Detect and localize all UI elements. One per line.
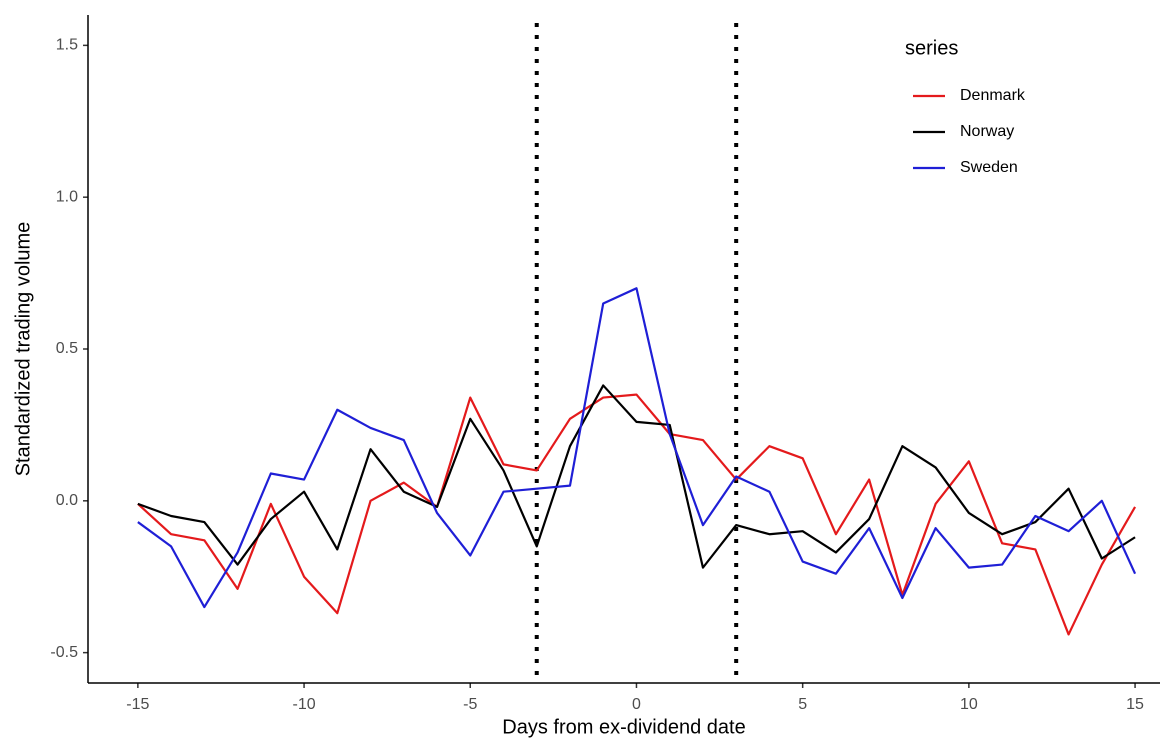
x-tick-label: 5 [798,696,807,713]
y-tick-label: 0.5 [56,340,78,357]
y-tick-label: 1.5 [56,37,78,54]
y-tick-label: -0.5 [50,644,78,661]
x-tick-label: -15 [126,696,149,713]
legend-label: Norway [960,123,1014,140]
x-tick-label: 10 [960,696,978,713]
y-axis-title: Standardized trading volume [12,222,34,477]
x-tick-label: 15 [1126,696,1144,713]
legend-label: Sweden [960,159,1018,176]
legend-label: Denmark [960,87,1026,104]
x-axis-title: Days from ex-dividend date [502,716,745,738]
y-tick-label: 0.0 [56,492,78,509]
y-tick-label: 1.0 [56,188,78,205]
x-tick-label: -10 [292,696,315,713]
data-line [137,384,1136,569]
x-tick-label: -5 [463,696,477,713]
data-line [137,287,1137,609]
legend-title: series [905,37,958,59]
x-tick-label: 0 [632,696,641,713]
data-line [137,393,1137,636]
